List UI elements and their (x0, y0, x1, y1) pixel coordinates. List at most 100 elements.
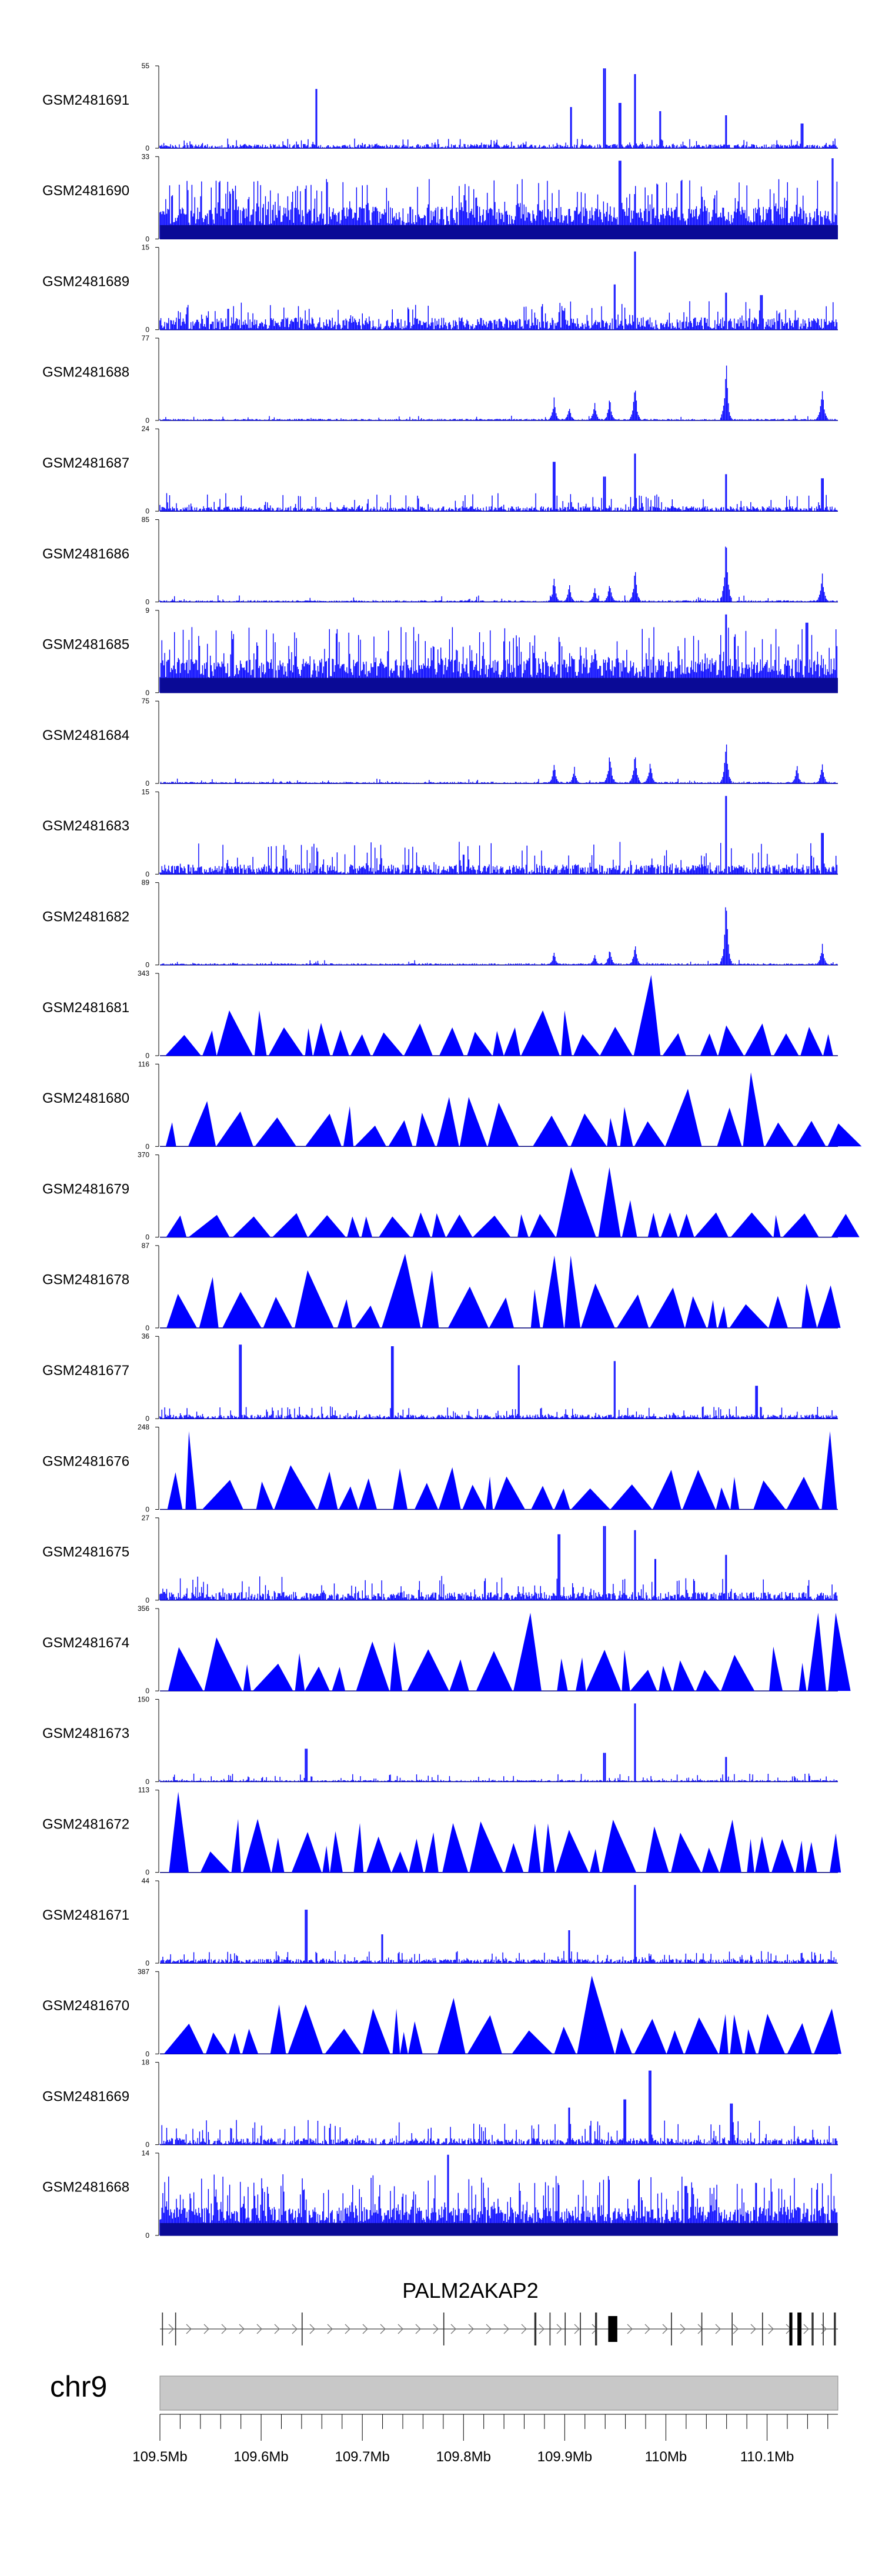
coverage-wedge (256, 1481, 273, 1510)
strand-chevron-icon (203, 2324, 209, 2334)
gene-exon (701, 2313, 703, 2345)
track-GSM2481675: GSM2481675 27 0 (42, 1514, 838, 1604)
coverage-wedge (782, 1213, 819, 1237)
y-min-label: 0 (145, 235, 149, 243)
track-GSM2481673: GSM2481673 150 0 (42, 1695, 838, 1786)
y-min-label: 0 (145, 689, 149, 697)
y-min-label: 0 (145, 870, 149, 878)
coverage-wedge (494, 1476, 526, 1510)
y-min-label: 0 (145, 1868, 149, 1877)
gene-exon (811, 2313, 814, 2345)
coverage-wedge (188, 1101, 216, 1147)
coverage-wedge (679, 1213, 694, 1237)
strand-chevron-icon (239, 2324, 245, 2334)
coverage-wedge (682, 1470, 716, 1510)
y-max-label: 387 (138, 1967, 149, 1976)
y-min-label: 0 (145, 416, 149, 425)
coverage-wedge (188, 1214, 230, 1237)
coverage-wedge (489, 1297, 514, 1328)
track-GSM2481671: GSM2481671 44 0 (42, 1877, 838, 1967)
track-GSM2481689: GSM2481689 15 0 (42, 243, 838, 334)
coverage-wedge (356, 1641, 390, 1691)
y-min-label: 0 (145, 1233, 149, 1242)
track-label: GSM2481689 (42, 273, 129, 289)
coverage-bars (159, 251, 838, 330)
coverage-wedge (202, 1030, 217, 1056)
strand-chevron-icon (327, 2324, 333, 2334)
coverage-wedge (437, 1998, 466, 2054)
coverage-wedge (718, 1025, 744, 1056)
coverage-wedge (730, 1212, 773, 1237)
coverage-wedge (684, 1296, 707, 1328)
chromosome-label: chr9 (50, 2370, 107, 2403)
coverage-wedge (805, 1841, 817, 1873)
track-label: GSM2481679 (42, 1181, 129, 1197)
gene-exon (789, 2313, 793, 2345)
coverage-wedge (576, 1657, 586, 1691)
coverage-wedge (361, 1216, 373, 1237)
coverage-wedge (580, 1283, 615, 1328)
strand-chevron-icon (715, 2324, 721, 2334)
strand-chevron-icon (309, 2324, 315, 2334)
coverage-wedge (671, 1833, 701, 1873)
coverage-wedge (634, 2018, 667, 2054)
coverage-wedge (305, 1666, 330, 1691)
coverage-wedge (446, 1214, 473, 1237)
track-GSM2481670: GSM2481670 387 0 (42, 1967, 842, 2058)
coverage-wedge (517, 1214, 529, 1237)
strand-chevron-icon (168, 2324, 174, 2334)
coverage-wedge (542, 1255, 564, 1328)
gene-exon (823, 2313, 824, 2345)
coverage-wedge (830, 1833, 841, 1873)
y-max-label: 15 (142, 788, 150, 796)
coverage-wedge (607, 1117, 618, 1147)
strand-chevron-icon (256, 2324, 262, 2334)
coverage-wedge (436, 1097, 459, 1147)
coverage-wedge (652, 1470, 681, 1510)
strand-chevron-icon (697, 2324, 703, 2334)
coverage-wedge (573, 1034, 600, 1056)
track-GSM2481680: GSM2481680 116 0 (42, 1060, 862, 1150)
coverage-wedge (786, 1477, 820, 1510)
coverage-wedge (412, 1212, 431, 1237)
coverage-wedge (521, 1010, 560, 1056)
track-label: GSM2481680 (42, 1090, 129, 1106)
y-max-label: 24 (142, 425, 150, 433)
coverage-wedge (355, 1305, 380, 1328)
strand-chevron-icon (486, 2324, 492, 2334)
strand-chevron-icon (221, 2324, 227, 2334)
coverage-wedge (719, 2014, 729, 2054)
y-min-label: 0 (145, 1414, 149, 1423)
y-min-label: 0 (145, 507, 149, 515)
y-max-label: 9 (145, 606, 149, 615)
y-max-label: 55 (142, 62, 150, 70)
coverage-bars (160, 1885, 837, 1963)
track-label: GSM2481670 (42, 1998, 129, 2014)
coverage-wedge (469, 1821, 503, 1873)
strand-chevron-icon (803, 2324, 809, 2334)
coverage-wedge (415, 1483, 439, 1510)
coverage-wedge (382, 1253, 421, 1328)
coverage-wedge (650, 1287, 685, 1328)
track-GSM2481674: GSM2481674 356 0 (42, 1604, 851, 1695)
coverage-wedge (355, 1125, 386, 1147)
track-GSM2481669: GSM2481669 18 0 (42, 2058, 838, 2149)
coverage-bars (159, 1526, 838, 1600)
coverage-wedge (814, 2008, 842, 2054)
gene-exon (671, 2313, 672, 2345)
strand-chevron-icon (362, 2324, 368, 2334)
coverage-wedge (533, 1115, 569, 1147)
gene-exon (301, 2313, 303, 2345)
coverage-wedge (529, 1213, 556, 1237)
coverage-bars (159, 1703, 838, 1782)
coverage-wedge (308, 1215, 346, 1237)
coverage-wedge (684, 2017, 719, 2054)
track-label: GSM2481691 (42, 92, 129, 108)
coverage-wedge (243, 1818, 271, 1873)
y-min-label: 0 (145, 1959, 149, 1967)
track-GSM2481668: GSM2481668 14 0 (42, 2149, 838, 2240)
genomic-x-axis: 109.5Mb 109.6Mb 109.7Mb 109.8Mb 109.9Mb 110Mb… (132, 2414, 838, 2465)
coverage-wedge (531, 1486, 553, 1510)
coverage-wedge (561, 1010, 572, 1056)
coverage-wedge (462, 1484, 486, 1510)
